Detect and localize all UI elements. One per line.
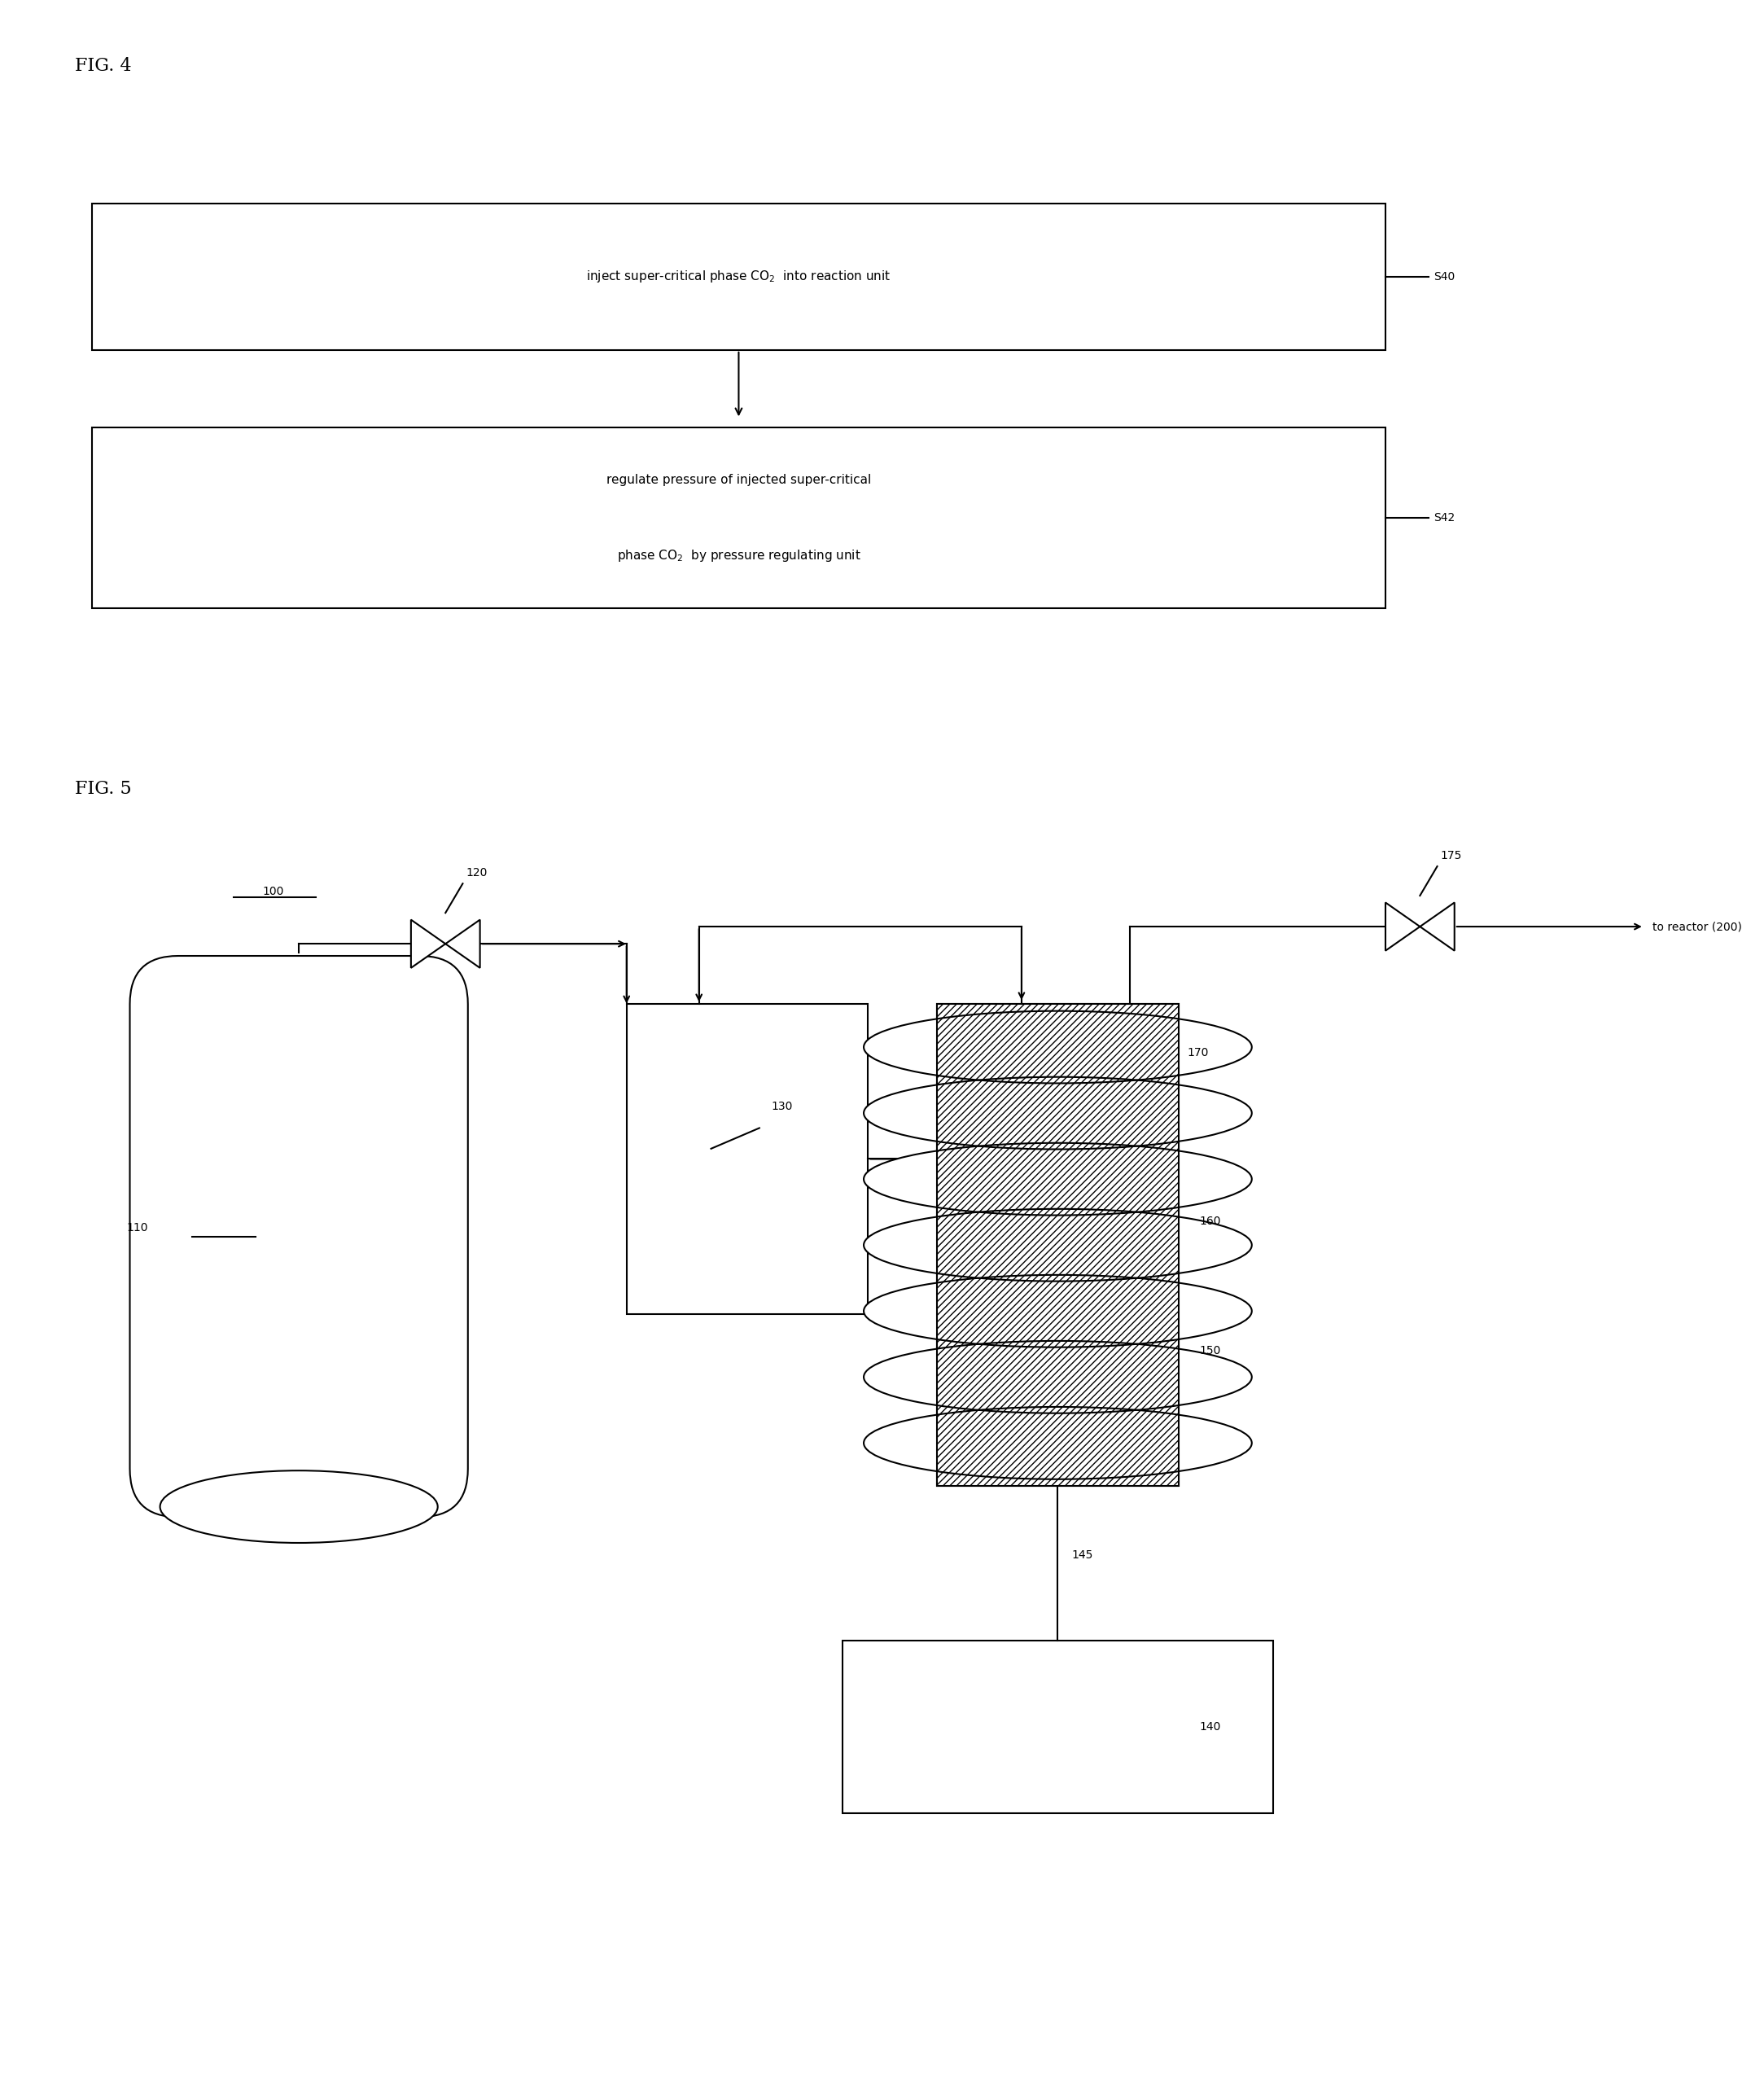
Ellipse shape (161, 1471, 437, 1543)
Polygon shape (1420, 903, 1455, 951)
Text: 150: 150 (1200, 1346, 1221, 1356)
Text: 130: 130 (771, 1101, 794, 1113)
Ellipse shape (864, 1275, 1252, 1348)
Text: FIG. 5: FIG. 5 (74, 781, 131, 798)
Bar (937, 1003, 1178, 1485)
Text: FIG. 4: FIG. 4 (74, 58, 131, 75)
Polygon shape (1385, 903, 1420, 951)
Text: 145: 145 (1071, 1549, 1094, 1560)
Polygon shape (411, 920, 446, 968)
Bar (937, 1003, 1178, 1485)
Text: inject super-critical phase CO$_2$  into reaction unit: inject super-critical phase CO$_2$ into … (586, 270, 891, 285)
Bar (92, 204, 1385, 349)
Text: 175: 175 (1441, 849, 1462, 862)
Text: 100: 100 (263, 887, 284, 897)
Text: regulate pressure of injected super-critical: regulate pressure of injected super-crit… (607, 474, 871, 486)
Bar (626, 1003, 868, 1315)
Bar (92, 428, 1385, 609)
Ellipse shape (864, 1209, 1252, 1282)
Ellipse shape (864, 1406, 1252, 1479)
Polygon shape (446, 920, 480, 968)
Bar (841, 1641, 1274, 1813)
Text: 110: 110 (127, 1221, 148, 1234)
Text: S42: S42 (1434, 513, 1455, 523)
Text: S40: S40 (1434, 272, 1455, 282)
Text: to reactor (200): to reactor (200) (1653, 920, 1743, 933)
Ellipse shape (864, 1142, 1252, 1215)
Ellipse shape (864, 1011, 1252, 1084)
Text: 120: 120 (466, 866, 487, 879)
Text: 140: 140 (1200, 1722, 1221, 1732)
Text: 170: 170 (1187, 1047, 1208, 1059)
Text: phase CO$_2$  by pressure regulating unit: phase CO$_2$ by pressure regulating unit (617, 548, 861, 563)
Text: 160: 160 (1200, 1215, 1221, 1228)
FancyBboxPatch shape (131, 955, 467, 1516)
Ellipse shape (864, 1078, 1252, 1149)
Ellipse shape (864, 1342, 1252, 1412)
